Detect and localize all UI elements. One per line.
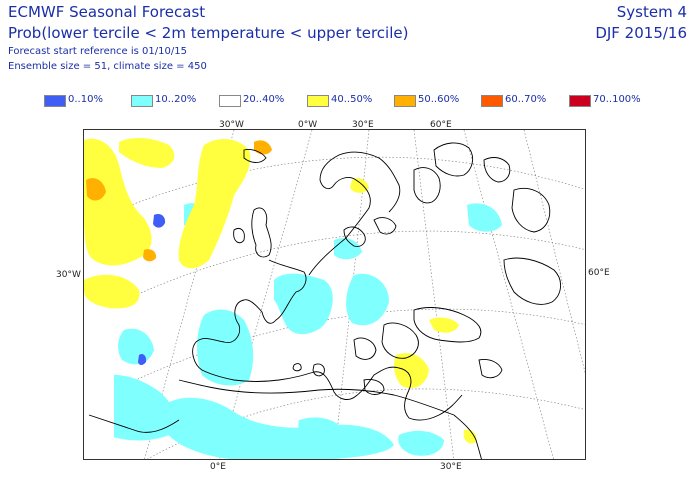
graticule-label-top: 60°E — [430, 120, 452, 130]
map-subtitle: Prob(lower tercile < 2m temperature < up… — [8, 24, 409, 42]
graticule-label-top: 30°E — [352, 120, 374, 130]
graticule-label-bottom: 0°E — [210, 462, 226, 472]
map-frame — [83, 129, 586, 460]
probability-40-50-region — [84, 138, 477, 444]
legend-label: 0..10% — [68, 94, 103, 105]
probability-50-60-region — [86, 140, 272, 262]
period-label: DJF 2015/16 — [595, 24, 687, 42]
legend-swatch — [394, 95, 416, 107]
system-label: System 4 — [616, 3, 687, 21]
legend-swatch — [44, 95, 66, 107]
graticule-label-right: 60°E — [588, 268, 610, 278]
probability-map — [84, 130, 585, 459]
legend-swatch — [307, 95, 329, 107]
graticule-label-top: 0°W — [298, 120, 318, 130]
legend-label: 50..60% — [418, 94, 460, 105]
legend-label: 40..50% — [331, 94, 373, 105]
legend-label: 70..100% — [593, 94, 641, 105]
legend-swatch — [481, 95, 503, 107]
legend-swatch — [219, 95, 241, 107]
graticule-label-left: 30°W — [56, 270, 81, 280]
legend-label: 60..70% — [505, 94, 547, 105]
legend-swatch — [131, 95, 153, 107]
forecast-start-reference: Forecast start reference is 01/10/15 — [8, 46, 187, 57]
coastlines — [88, 142, 561, 459]
legend-label: 20..40% — [243, 94, 285, 105]
legend-label: 10..20% — [155, 94, 197, 105]
probability-0-10-region — [138, 213, 166, 365]
map-title: ECMWF Seasonal Forecast — [8, 3, 206, 21]
graticule-label-top: 30°W — [219, 120, 244, 130]
graticule-label-bottom: 30°E — [440, 462, 462, 472]
legend-swatch — [569, 95, 591, 107]
ensemble-size: Ensemble size = 51, climate size = 450 — [8, 61, 207, 72]
